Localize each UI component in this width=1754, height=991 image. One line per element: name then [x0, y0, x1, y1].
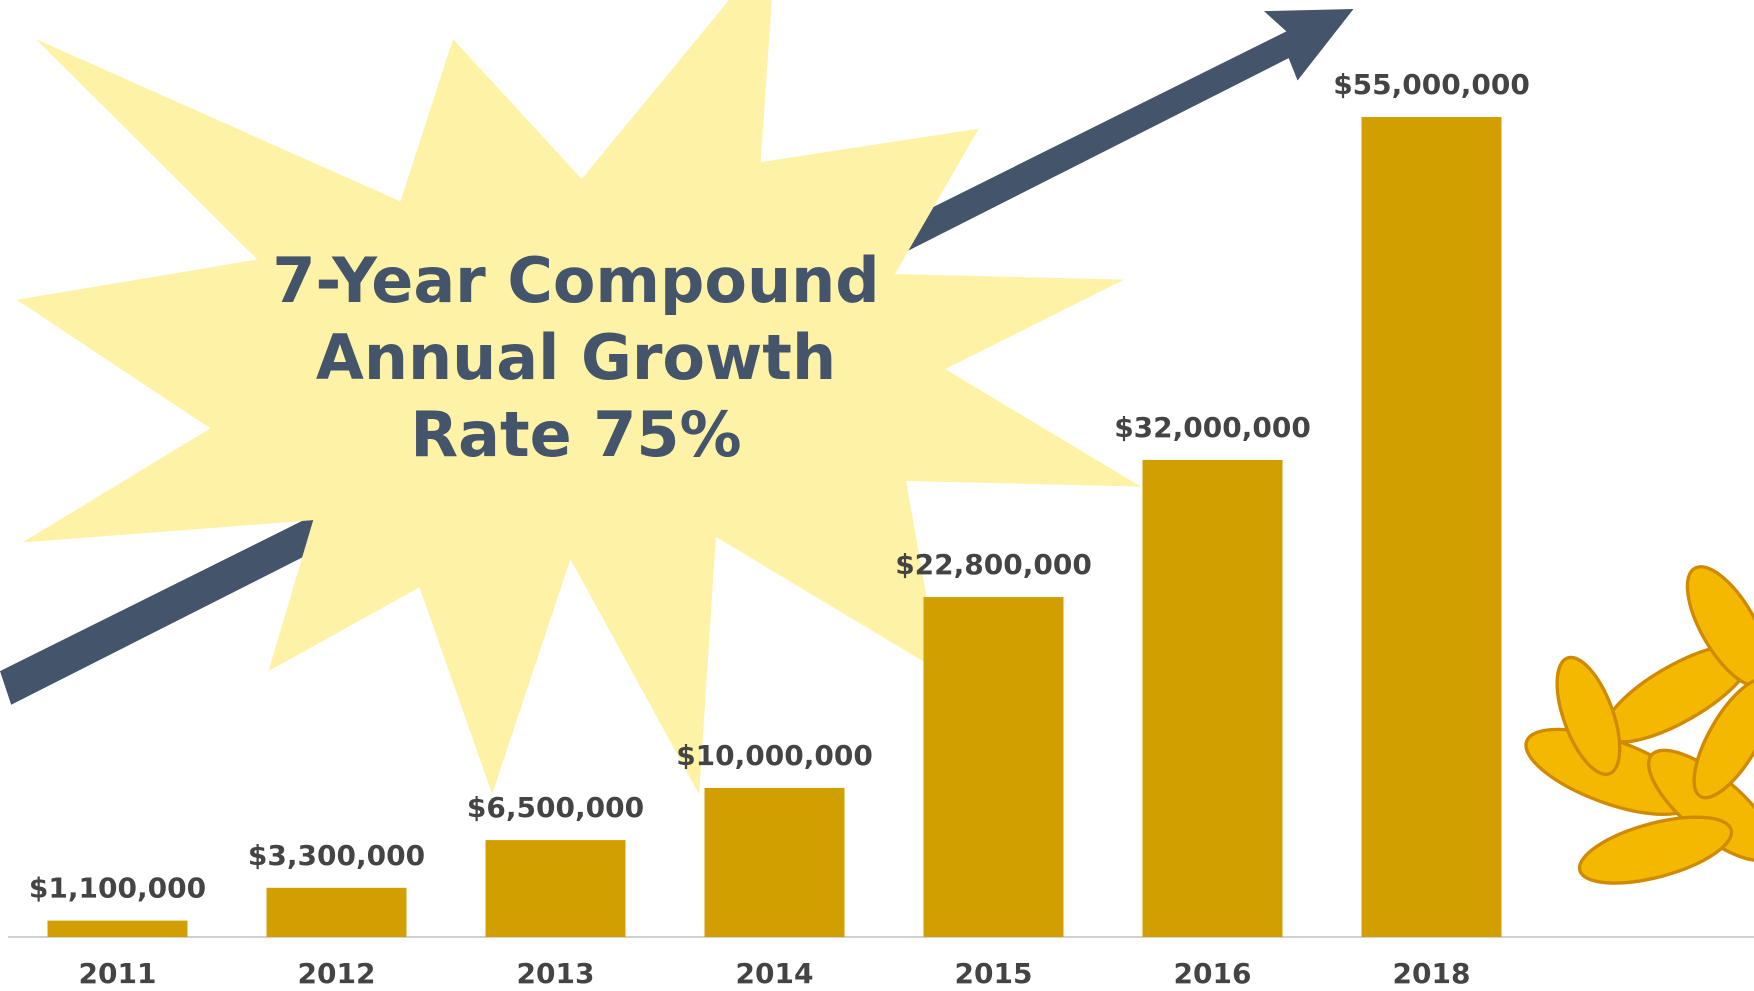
bar: [47, 920, 188, 937]
value-label: $3,300,000: [248, 839, 425, 872]
starburst: [16, 0, 1141, 795]
x-tick-label: 2015: [955, 957, 1033, 990]
annotation: Rate 75%: [410, 398, 741, 471]
value-label: $55,000,000: [1333, 68, 1530, 101]
x-tick-label: 2012: [298, 957, 376, 990]
bar: [485, 840, 626, 937]
annotation: 7-Year Compound: [272, 244, 879, 317]
x-tick-label: 2014: [736, 957, 814, 990]
value-label: $32,000,000: [1114, 411, 1311, 444]
x-tick-label: 2013: [517, 957, 595, 990]
value-label: $1,100,000: [29, 872, 206, 905]
decoration: [0, 0, 1754, 885]
bananas: [1524, 565, 1754, 885]
value-label: $6,500,000: [467, 791, 644, 824]
value-label: $22,800,000: [895, 548, 1092, 581]
bar: [1142, 459, 1283, 937]
x-tick-label: 2016: [1174, 957, 1252, 990]
x-tick-label: 2011: [79, 957, 157, 990]
annotation: Annual Growth: [316, 321, 836, 394]
bar: [1361, 117, 1502, 937]
bar: [704, 787, 845, 937]
x-tick-label: 2018: [1393, 957, 1471, 990]
value-label: $10,000,000: [676, 739, 873, 772]
bar: [266, 887, 407, 937]
bar: [923, 597, 1064, 937]
